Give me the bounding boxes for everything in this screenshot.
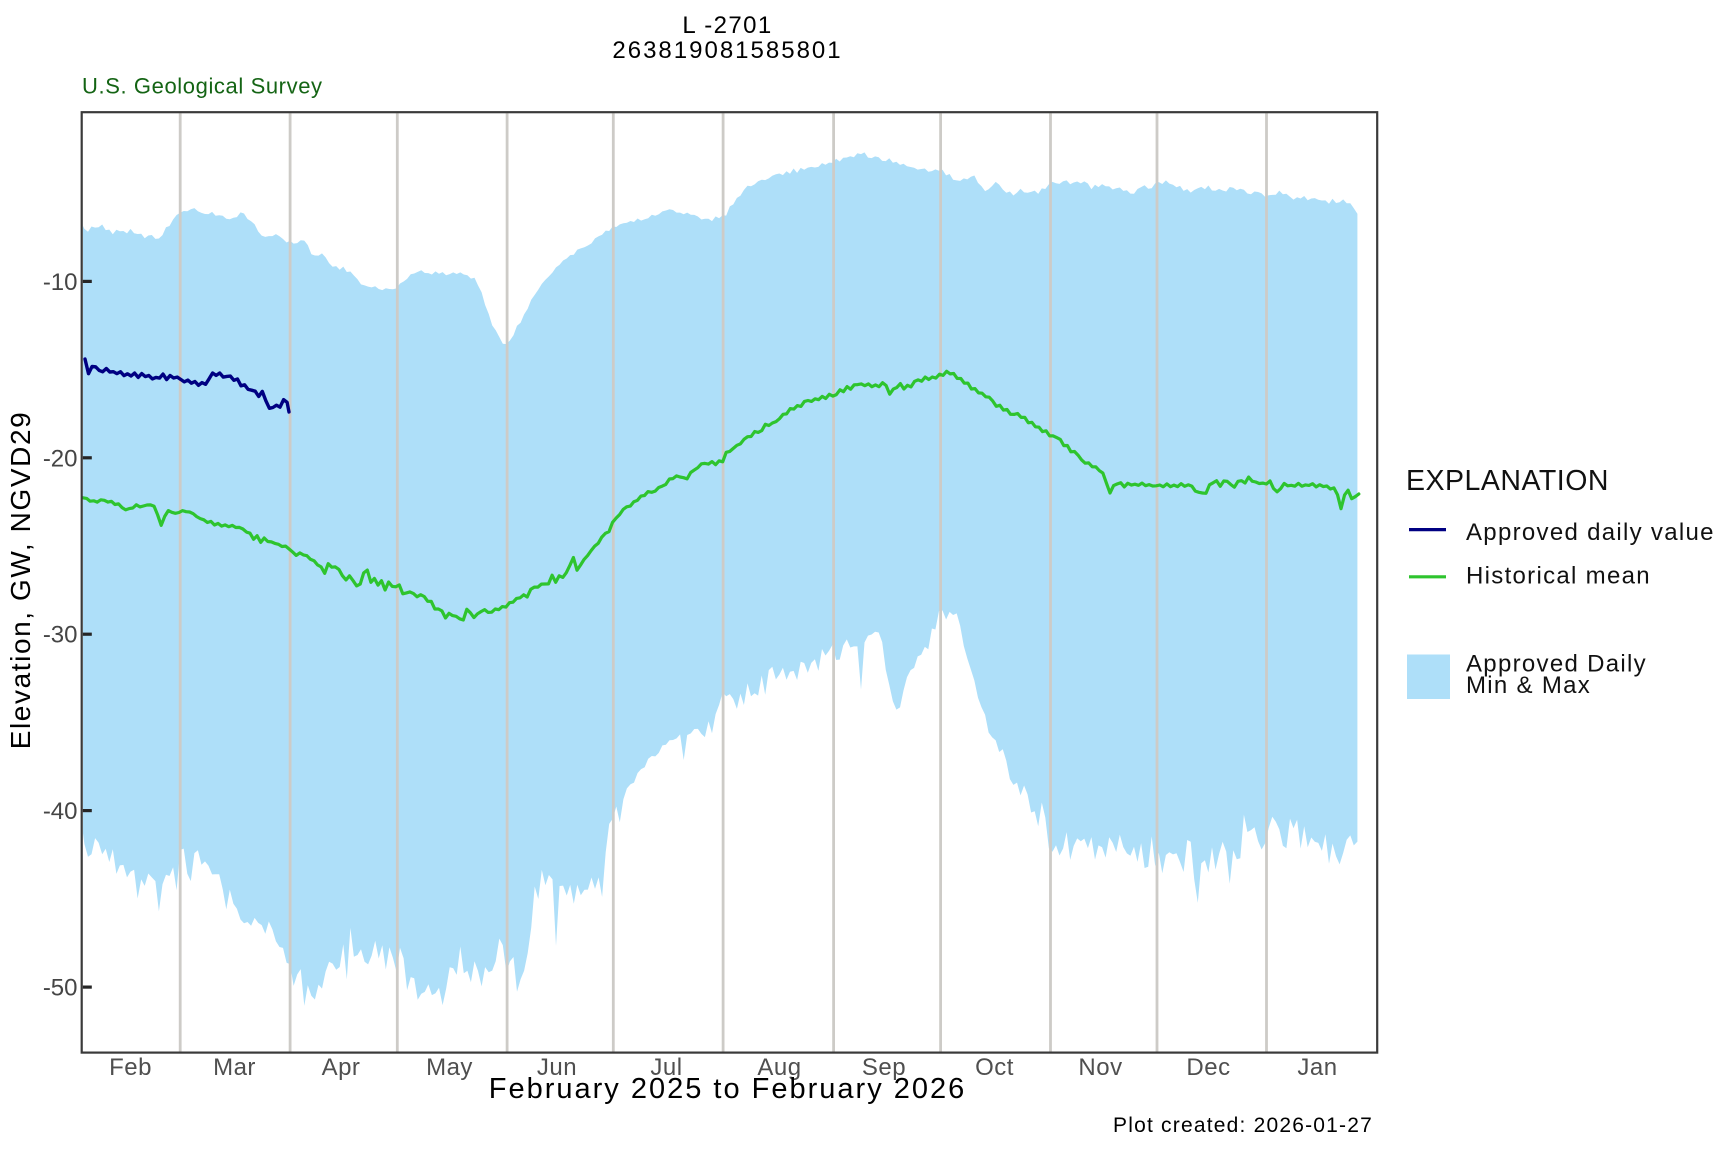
svg-text:Min & Max: Min & Max [1466,672,1591,699]
svg-text:L -2701: L -2701 [682,12,772,39]
svg-text:Plot created: 2026-01-27: Plot created: 2026-01-27 [1113,1114,1373,1137]
svg-text:U.S. Geological Survey: U.S. Geological Survey [82,74,323,99]
svg-text:Feb: Feb [109,1054,152,1081]
svg-text:-40: -40 [43,798,78,825]
svg-text:Oct: Oct [975,1054,1014,1081]
svg-text:Dec: Dec [1186,1054,1230,1081]
svg-text:263819081585801: 263819081585801 [612,37,842,64]
svg-text:-50: -50 [43,975,78,1002]
svg-text:Aug: Aug [757,1054,801,1081]
svg-text:Apr: Apr [322,1054,361,1081]
svg-text:Mar: Mar [213,1054,256,1081]
svg-text:February 2025 to February 2026: February 2025 to February 2026 [489,1073,967,1105]
svg-text:Elevation, GW, NGVD29: Elevation, GW, NGVD29 [5,411,36,750]
svg-text:EXPLANATION: EXPLANATION [1406,465,1609,497]
svg-text:Jan: Jan [1297,1054,1337,1081]
svg-text:Historical mean: Historical mean [1466,563,1651,590]
svg-text:-10: -10 [43,269,78,296]
svg-text:-30: -30 [43,622,78,649]
svg-text:-20: -20 [43,445,78,472]
svg-text:May: May [426,1054,473,1081]
svg-text:Sep: Sep [862,1054,906,1081]
svg-text:Jul: Jul [650,1054,682,1081]
svg-text:Nov: Nov [1078,1054,1122,1081]
svg-text:Jun: Jun [537,1054,577,1081]
svg-text:Approved daily value: Approved daily value [1466,519,1715,546]
svg-text:Approved Daily: Approved Daily [1466,651,1647,678]
